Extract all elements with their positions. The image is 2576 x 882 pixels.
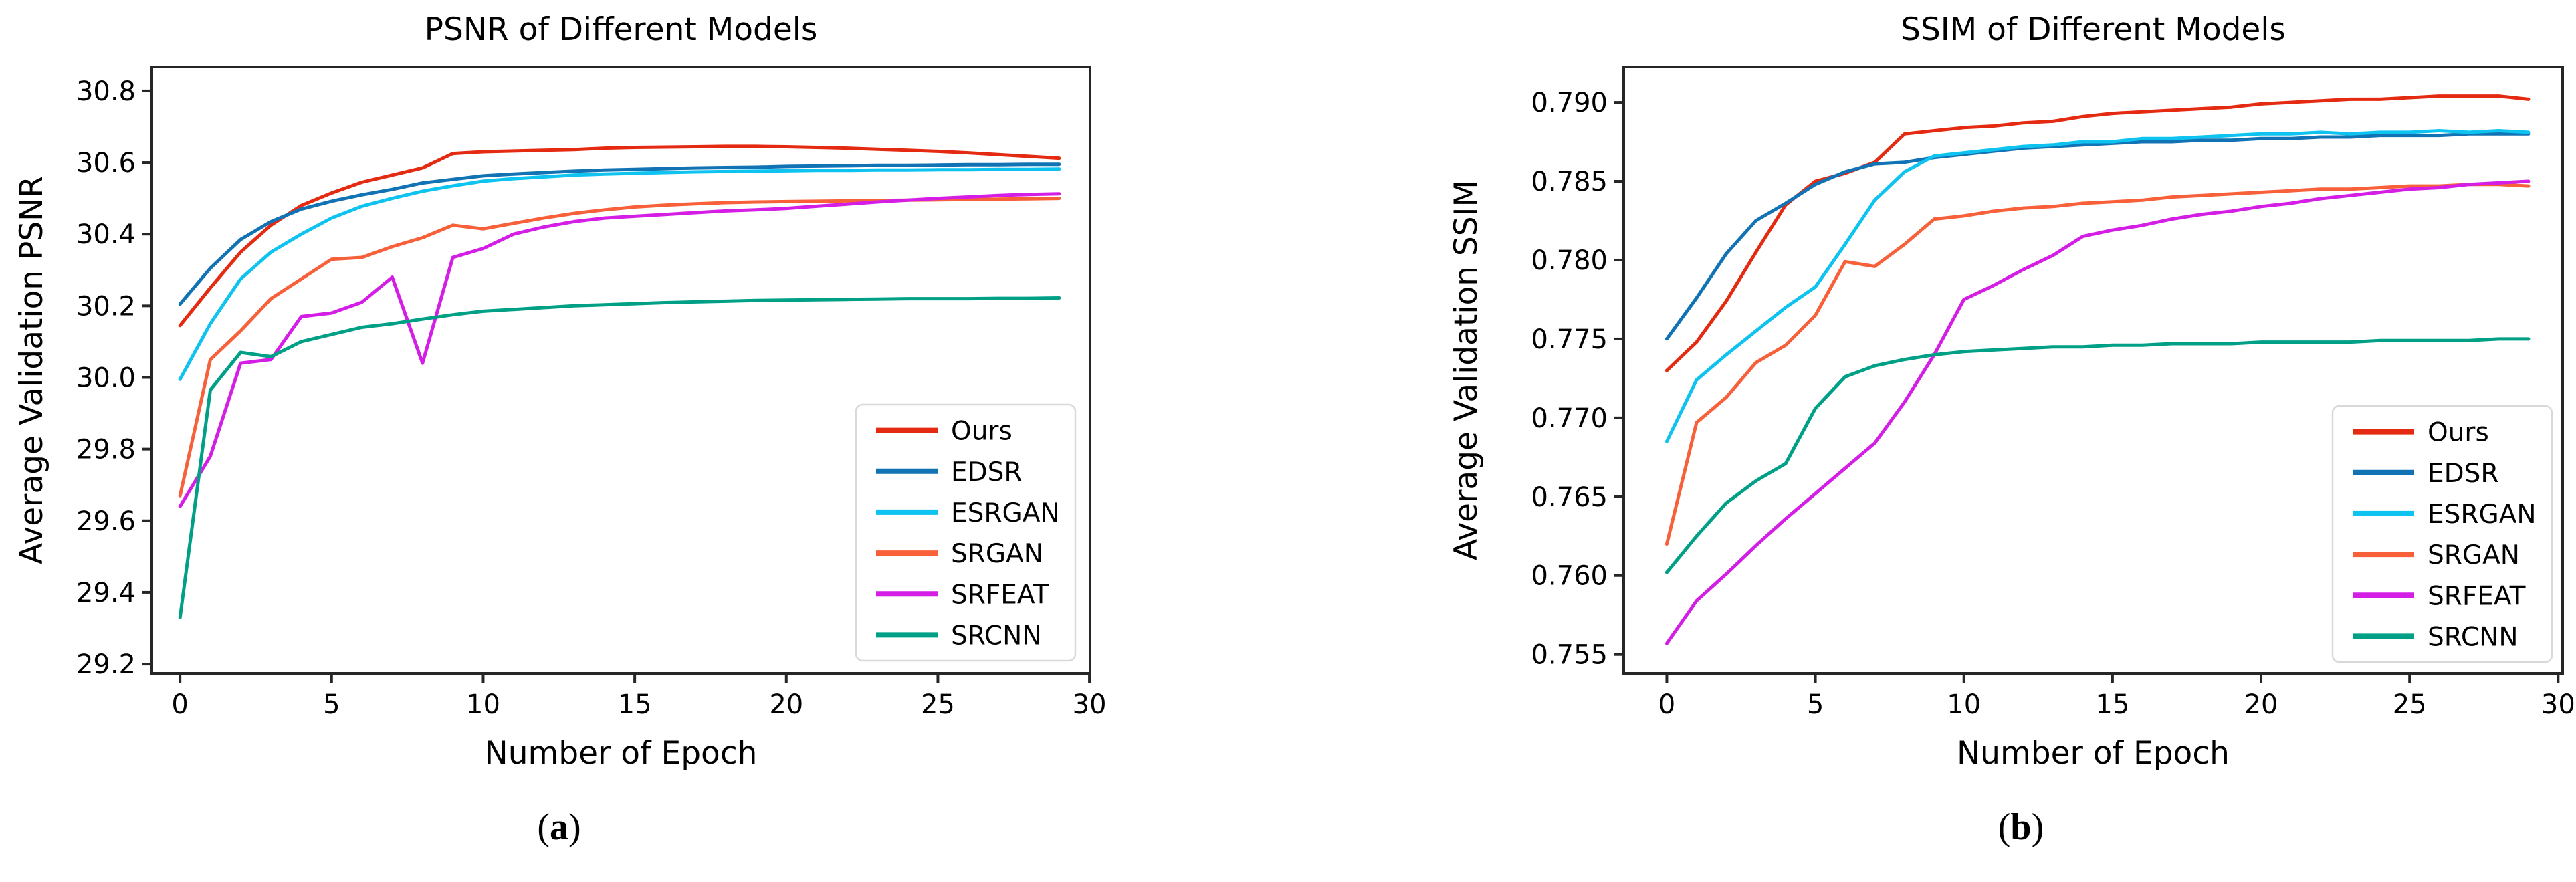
y-tick-label: 29.4 bbox=[76, 578, 136, 609]
legend-item: SRFEAT bbox=[876, 580, 1049, 610]
series-line-ours bbox=[1665, 94, 2531, 372]
ssim-panel: 0 5 10 15 20 25 30 0.790 0.785 0.780 0.775 0.770 0.7… bbox=[1288, 0, 2576, 882]
y-tick-label: 0.780 bbox=[1531, 245, 1608, 276]
legend-item: Ours bbox=[876, 417, 1012, 447]
x-tick-label: 20 bbox=[2244, 689, 2278, 720]
caption-a-close: ) bbox=[568, 806, 581, 848]
legend-label: SRGAN bbox=[2428, 540, 2520, 570]
legend-item: ESRGAN bbox=[876, 498, 1060, 528]
caption-b-open: ( bbox=[1998, 806, 2011, 848]
caption-a: (a) bbox=[537, 806, 580, 849]
x-tick-label: 25 bbox=[921, 689, 955, 720]
series-line-ours bbox=[178, 144, 1061, 328]
psnr-chart: 0 5 10 15 20 25 30 30.8 30.6 30.4 30.2 30.0 29.8 29.6… bbox=[13, 11, 1107, 772]
series-line-srcnn bbox=[178, 296, 1061, 619]
y-tick-label: 29.6 bbox=[76, 506, 136, 537]
psnr-panel: 0 5 10 15 20 25 30 30.8 30.6 30.4 30.2 30.0 29.8 29.6… bbox=[13, 11, 1107, 772]
legend: Ours EDSR ESRGAN SRGAN SRFEAT SRCNN bbox=[2331, 405, 2553, 663]
series-line-srfeat bbox=[178, 192, 1061, 508]
y-tick-label: 0.785 bbox=[1531, 167, 1608, 197]
legend-item: EDSR bbox=[876, 457, 1023, 487]
y-tick-label: 29.2 bbox=[76, 649, 136, 680]
x-tick-label: 10 bbox=[1947, 689, 1981, 720]
caption-b-letter: b bbox=[2010, 806, 2032, 848]
legend: Ours EDSR ESRGAN SRGAN SRFEAT SRCNN bbox=[855, 403, 1077, 662]
legend-item: SRFEAT bbox=[2353, 581, 2526, 611]
y-tick-label: 0.770 bbox=[1531, 403, 1608, 434]
legend-item: EDSR bbox=[2353, 459, 2499, 489]
caption-b: (b) bbox=[1998, 806, 2044, 849]
y-tick-label: 30.0 bbox=[76, 362, 136, 393]
x-tick-label: 10 bbox=[466, 689, 500, 720]
x-tick-label: 30 bbox=[2541, 689, 2575, 720]
legend-label: SRCNN bbox=[951, 621, 1042, 651]
legend-item: SRCNN bbox=[2353, 622, 2518, 652]
y-tick-label: 0.790 bbox=[1531, 88, 1608, 118]
chart-title: PSNR of Different Models bbox=[425, 11, 818, 48]
legend-item: ESRGAN bbox=[2353, 500, 2537, 530]
legend-label: SRFEAT bbox=[2428, 581, 2526, 611]
series-line-srfeat bbox=[1665, 179, 2531, 645]
legend-label: ESRGAN bbox=[951, 498, 1060, 528]
x-axis-label: Number of Epoch bbox=[1957, 735, 2230, 772]
y-tick-label: 0.755 bbox=[1531, 640, 1608, 671]
series-line-srgan bbox=[1665, 183, 2531, 546]
legend-label: EDSR bbox=[2428, 459, 2499, 489]
legend-label: EDSR bbox=[951, 457, 1023, 487]
legend-label: SRCNN bbox=[2428, 622, 2518, 652]
series-line-edsr bbox=[1665, 132, 2531, 341]
y-tick-label: 30.8 bbox=[76, 76, 136, 107]
legend-label: SRFEAT bbox=[951, 580, 1049, 610]
y-tick-label: 30.4 bbox=[76, 219, 136, 250]
axes-frame bbox=[1622, 66, 2564, 675]
y-tick-label: 30.2 bbox=[76, 291, 136, 322]
series-line-edsr bbox=[178, 162, 1061, 306]
x-tick-label: 5 bbox=[1807, 689, 1824, 720]
x-tick-label: 25 bbox=[2393, 689, 2427, 720]
x-tick-label: 20 bbox=[769, 689, 803, 720]
axes-frame bbox=[150, 66, 1091, 675]
y-tick-label: 0.765 bbox=[1531, 482, 1608, 513]
y-axis-label: Average Validation PSNR bbox=[13, 176, 50, 564]
x-tick-label: 15 bbox=[618, 689, 652, 720]
legend-label: Ours bbox=[951, 417, 1012, 447]
y-tick-label: 0.760 bbox=[1531, 561, 1608, 592]
caption-a-open: ( bbox=[537, 806, 550, 848]
x-axis-label: Number of Epoch bbox=[485, 735, 758, 772]
legend-label: ESRGAN bbox=[2428, 500, 2537, 530]
caption-a-letter: a bbox=[550, 806, 568, 848]
legend-item: SRCNN bbox=[876, 621, 1042, 651]
series-line-esrgan bbox=[178, 167, 1061, 381]
x-tick-label: 15 bbox=[2095, 689, 2129, 720]
y-axis-label: Average Validation SSIM bbox=[1448, 180, 1485, 560]
legend-label: Ours bbox=[2428, 418, 2489, 448]
x-tick-label: 0 bbox=[1658, 689, 1675, 720]
x-tick-label: 30 bbox=[1073, 689, 1107, 720]
chart-title: SSIM of Different Models bbox=[1901, 11, 2286, 48]
x-tick-label: 5 bbox=[323, 689, 340, 720]
legend-item: SRGAN bbox=[876, 539, 1043, 569]
legend-item: Ours bbox=[2353, 418, 2489, 448]
series-line-esrgan bbox=[1665, 129, 2531, 443]
x-tick-label: 0 bbox=[171, 689, 188, 720]
legend-label: SRGAN bbox=[951, 539, 1043, 569]
ssim-chart: 0 5 10 15 20 25 30 0.790 0.785 0.780 0.775 0.770 0.7… bbox=[1448, 11, 2575, 772]
y-tick-label: 30.6 bbox=[76, 148, 136, 179]
series-line-srcnn bbox=[1665, 337, 2531, 574]
legend-item: SRGAN bbox=[2353, 540, 2520, 570]
y-tick-label: 0.775 bbox=[1531, 324, 1608, 355]
y-tick-label: 29.8 bbox=[76, 435, 136, 465]
caption-b-close: ) bbox=[2031, 806, 2044, 848]
